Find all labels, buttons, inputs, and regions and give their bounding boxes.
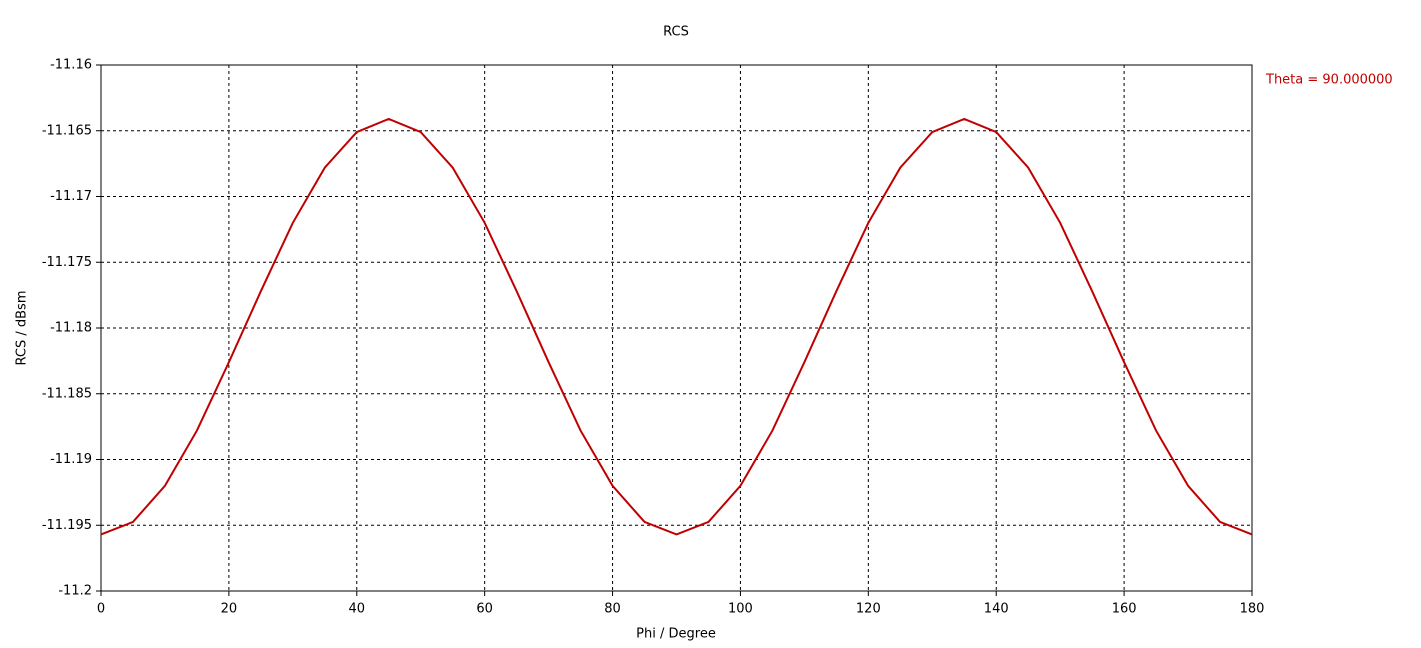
x-tick-label: 0 (97, 602, 105, 617)
legend-entry: Theta = 90.000000 (1265, 73, 1393, 88)
y-tick-label: -11.165 (42, 123, 92, 138)
x-tick-label: 60 (476, 602, 493, 617)
y-tick-label: -11.16 (50, 58, 92, 73)
line-series (100, 117, 1253, 536)
y-axis-label: RCS / dBsm (15, 291, 30, 366)
x-tick-label: 20 (221, 602, 238, 617)
plot-frame (100, 64, 1253, 592)
y-tick-label: -11.175 (42, 255, 92, 270)
y-tick-label: -11.2 (58, 584, 92, 599)
y-tick-label: -11.18 (50, 321, 92, 336)
chart-title: RCS (663, 25, 689, 40)
y-tick-label: -11.17 (50, 189, 92, 204)
y-tick-label: -11.195 (42, 518, 92, 533)
x-tick-label: 160 (1112, 602, 1137, 617)
y-tick-label: -11.185 (42, 386, 92, 401)
x-tick-label: 100 (728, 602, 753, 617)
y-tick-label: -11.19 (50, 452, 92, 467)
x-tick-label: 80 (604, 602, 621, 617)
x-tick-label: 180 (1240, 602, 1265, 617)
x-tick-label: 40 (349, 602, 366, 617)
x-tick-label: 140 (984, 602, 1009, 617)
x-tick-label: 120 (856, 602, 881, 617)
x-axis-label: Phi / Degree (636, 627, 716, 642)
